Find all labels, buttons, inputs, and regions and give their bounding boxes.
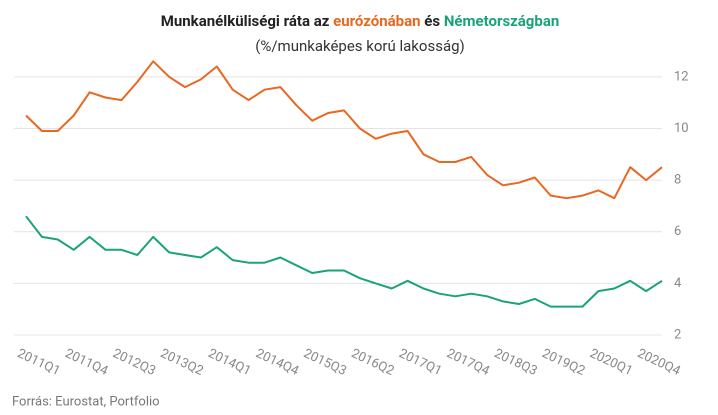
x-tick-label: 2014Q1	[206, 346, 254, 379]
y-tick-label: 6	[674, 224, 681, 239]
y-tick-label: 2	[674, 327, 681, 342]
line	[25, 215, 663, 308]
y-tick-label: 8	[674, 173, 681, 188]
x-tick-label: 2016Q2	[349, 346, 397, 379]
x-tick-label: 2017Q4	[444, 346, 492, 379]
x-tick-label: 2019Q2	[540, 346, 588, 379]
y-tick-label: 10	[674, 121, 689, 136]
y-tick-label: 12	[674, 69, 689, 84]
chart-subtitle: (%/munkaképes korú lakosság)	[255, 37, 465, 55]
x-tick-label: 2015Q3	[301, 346, 349, 379]
x-tick-label: 2014Q4	[253, 346, 301, 379]
chart-title: Munkanélküliségi ráta az eurózónában és …	[161, 12, 560, 30]
title-part: Munkanélküliségi ráta az	[161, 12, 330, 30]
x-tick-label: 2011Q1	[15, 346, 63, 379]
title-part: és	[424, 12, 440, 30]
x-tick-label: 2020Q1	[587, 346, 635, 379]
source: Forrás: Eurostat, Portfolio	[12, 394, 160, 409]
x-tick-label: 2017Q1	[396, 346, 444, 379]
x-tick-label: 2012Q3	[110, 346, 158, 379]
line	[25, 60, 663, 200]
x-tick-label: 2020Q4	[635, 346, 683, 379]
x-tick-label: 2011Q4	[63, 346, 111, 379]
legend-label: Németországban	[444, 12, 559, 30]
x-tick-label: 2013Q2	[158, 346, 206, 379]
x-tick-label: 2018Q3	[492, 346, 540, 379]
legend-label: eurózónában	[333, 12, 420, 30]
y-tick-label: 4	[674, 276, 682, 291]
